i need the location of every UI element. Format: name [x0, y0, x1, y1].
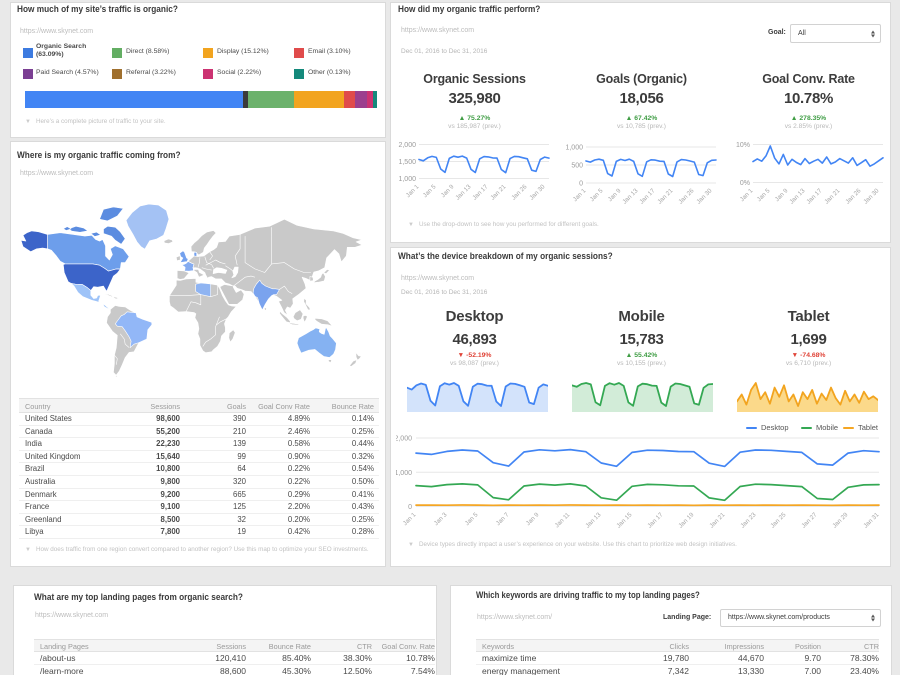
- svg-text:Jan 19: Jan 19: [677, 511, 695, 529]
- svg-text:Jan 21: Jan 21: [656, 187, 674, 205]
- svg-text:Jan 26: Jan 26: [510, 183, 528, 201]
- svg-text:Jan 21: Jan 21: [823, 187, 841, 205]
- svg-text:Jan 21: Jan 21: [708, 511, 726, 529]
- svg-text:Jan 5: Jan 5: [422, 183, 438, 199]
- svg-text:Jan 25: Jan 25: [769, 511, 787, 529]
- svg-text:Jan 21: Jan 21: [489, 183, 507, 201]
- svg-text:Jan 30: Jan 30: [862, 187, 880, 205]
- svg-text:Jan 17: Jan 17: [638, 187, 656, 205]
- svg-text:Jan 5: Jan 5: [756, 187, 772, 203]
- svg-text:Jan 7: Jan 7: [495, 511, 511, 527]
- svg-text:Jan 17: Jan 17: [646, 511, 664, 529]
- svg-text:Jan 11: Jan 11: [554, 511, 572, 529]
- svg-text:2,000: 2,000: [398, 142, 416, 149]
- svg-text:0: 0: [408, 504, 412, 511]
- svg-text:Jan 1: Jan 1: [739, 187, 755, 203]
- svg-text:Jan 27: Jan 27: [800, 511, 818, 529]
- svg-text:Jan 31: Jan 31: [862, 511, 880, 529]
- svg-text:Jan 26: Jan 26: [677, 187, 695, 205]
- svg-text:Jan 13: Jan 13: [788, 187, 806, 205]
- svg-text:1,000: 1,000: [396, 470, 412, 477]
- svg-text:Jan 1: Jan 1: [572, 187, 588, 203]
- svg-text:Jan 30: Jan 30: [695, 187, 713, 205]
- svg-text:Jan 13: Jan 13: [584, 511, 602, 529]
- svg-text:Jan 1: Jan 1: [405, 183, 421, 199]
- svg-text:Jan 23: Jan 23: [739, 511, 757, 529]
- svg-text:Jan 30: Jan 30: [528, 183, 546, 201]
- svg-text:Jan 15: Jan 15: [615, 511, 633, 529]
- svg-text:0%: 0%: [740, 180, 750, 187]
- svg-text:2,000: 2,000: [396, 436, 412, 443]
- svg-text:Jan 1: Jan 1: [402, 511, 418, 527]
- svg-text:Jan 13: Jan 13: [454, 183, 472, 201]
- svg-text:Jan 13: Jan 13: [621, 187, 639, 205]
- svg-text:Jan 17: Jan 17: [471, 183, 489, 201]
- svg-text:10%: 10%: [736, 142, 750, 149]
- svg-text:Jan 5: Jan 5: [464, 511, 480, 527]
- svg-text:Jan 5: Jan 5: [589, 187, 605, 203]
- svg-text:Jan 9: Jan 9: [525, 511, 541, 527]
- svg-text:Jan 29: Jan 29: [831, 511, 849, 529]
- svg-text:Jan 26: Jan 26: [844, 187, 862, 205]
- svg-text:500: 500: [571, 163, 583, 170]
- svg-text:1,500: 1,500: [398, 159, 416, 166]
- svg-text:1,000: 1,000: [398, 176, 416, 183]
- svg-text:Jan 17: Jan 17: [805, 187, 823, 205]
- svg-text:1,000: 1,000: [565, 145, 583, 152]
- svg-text:0: 0: [579, 181, 583, 188]
- svg-text:Jan 3: Jan 3: [433, 511, 449, 527]
